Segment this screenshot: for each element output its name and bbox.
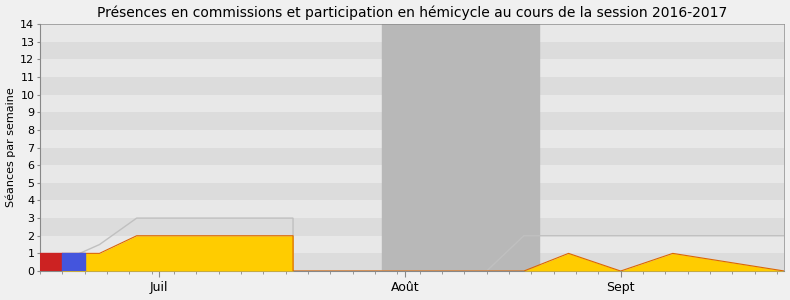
- Bar: [382, 24, 539, 271]
- Y-axis label: Séances par semaine: Séances par semaine: [6, 88, 16, 207]
- Bar: [40, 112, 784, 130]
- Bar: [40, 183, 784, 200]
- Bar: [40, 148, 784, 165]
- Bar: [40, 77, 784, 94]
- Bar: [40, 218, 784, 236]
- Bar: [40, 236, 784, 254]
- Bar: [40, 165, 784, 183]
- Bar: [40, 59, 784, 77]
- Bar: [40, 42, 784, 59]
- Bar: [40, 24, 784, 42]
- Bar: [40, 200, 784, 218]
- Title: Présences en commissions et participation en hémicycle au cours de la session 20: Présences en commissions et participatio…: [97, 6, 728, 20]
- Bar: [40, 254, 784, 271]
- Bar: [40, 130, 784, 148]
- Polygon shape: [40, 254, 62, 271]
- Polygon shape: [62, 254, 85, 271]
- Bar: [40, 94, 784, 112]
